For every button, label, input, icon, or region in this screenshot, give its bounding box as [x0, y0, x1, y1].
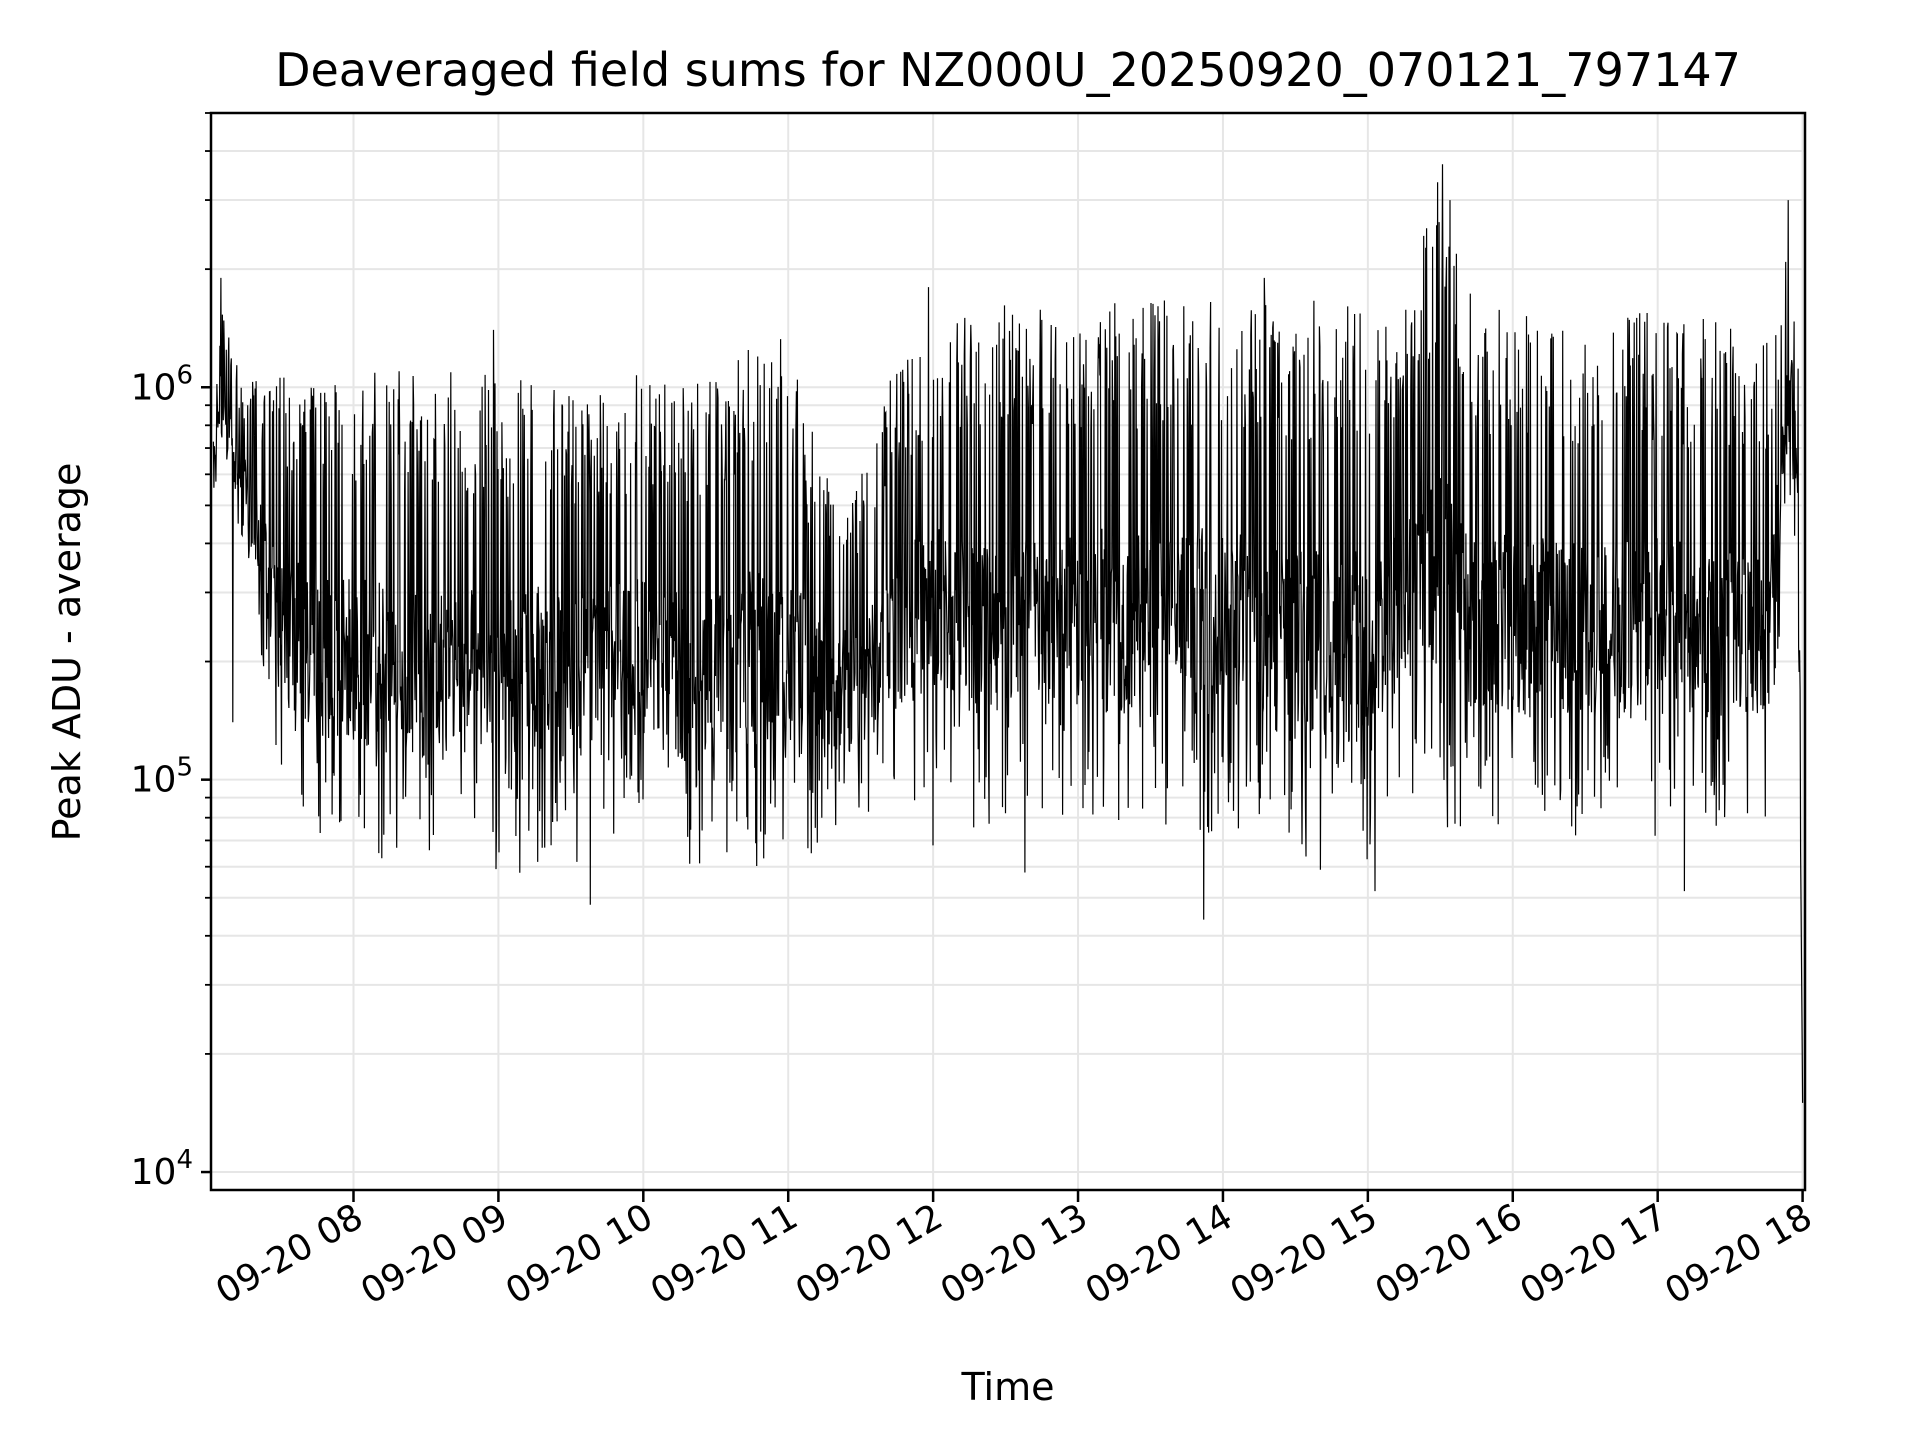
y-tick-label: 104: [131, 1145, 193, 1193]
series-layer: [212, 164, 1804, 1103]
x-axis-label: Time: [961, 1365, 1055, 1409]
y-tick-label: 105: [131, 753, 193, 801]
plot-frame: [209, 111, 1807, 1192]
y-tick-label: 106: [131, 360, 193, 408]
chart-title: Deaveraged field sums for NZ000U_2025092…: [275, 43, 1741, 97]
series-line: [212, 164, 1804, 1103]
y-axis-label: Peak ADU - average: [45, 463, 89, 842]
y-axis: 104 105 106: [131, 112, 211, 1193]
